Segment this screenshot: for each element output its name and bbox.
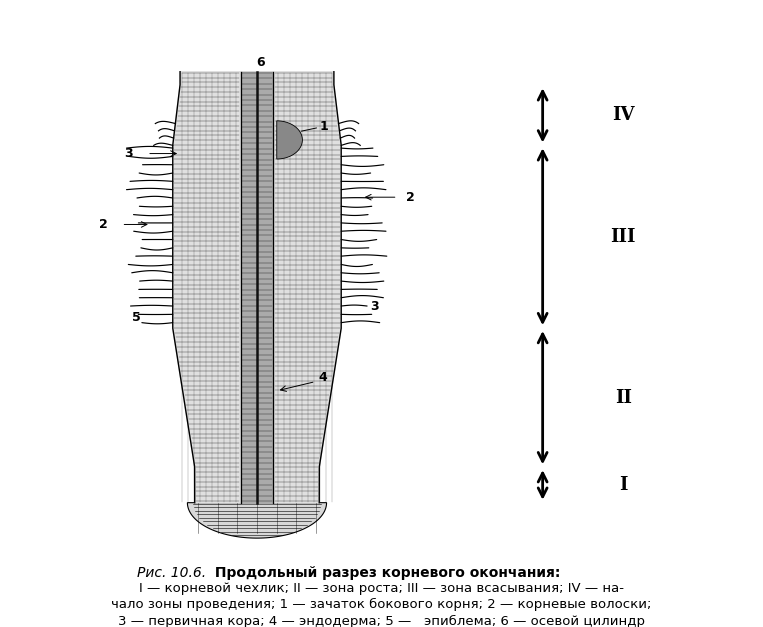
Text: I — корневой чехлик; II — зона роста; III — зона всасывания; IV — на-: I — корневой чехлик; II — зона роста; II… [139, 582, 624, 595]
Text: Продольный разрез корневого окончания:: Продольный разрез корневого окончания: [210, 566, 560, 579]
Polygon shape [172, 71, 341, 503]
Text: 2: 2 [98, 218, 108, 231]
Text: II: II [615, 389, 632, 407]
Text: III: III [610, 228, 636, 246]
Text: IV: IV [612, 107, 635, 124]
Polygon shape [188, 503, 327, 538]
Text: 5: 5 [132, 311, 140, 324]
Text: 3: 3 [370, 300, 378, 313]
Text: 3 — первичная кора; 4 — эндодерма; 5 —   эпиблема; 6 — осевой цилиндр: 3 — первичная кора; 4 — эндодерма; 5 — э… [118, 614, 645, 627]
Text: 6: 6 [256, 56, 265, 69]
Text: 1: 1 [319, 120, 328, 133]
Text: I: I [619, 476, 627, 494]
Polygon shape [241, 71, 273, 503]
Polygon shape [277, 121, 302, 159]
Text: 2: 2 [407, 191, 415, 204]
Text: Рис. 10.6.: Рис. 10.6. [137, 566, 207, 579]
Text: 3: 3 [124, 147, 133, 160]
Text: 4: 4 [318, 371, 327, 384]
Text: чало зоны проведения; 1 — зачаток бокового корня; 2 — корневые волоски;: чало зоны проведения; 1 — зачаток боково… [111, 598, 652, 611]
